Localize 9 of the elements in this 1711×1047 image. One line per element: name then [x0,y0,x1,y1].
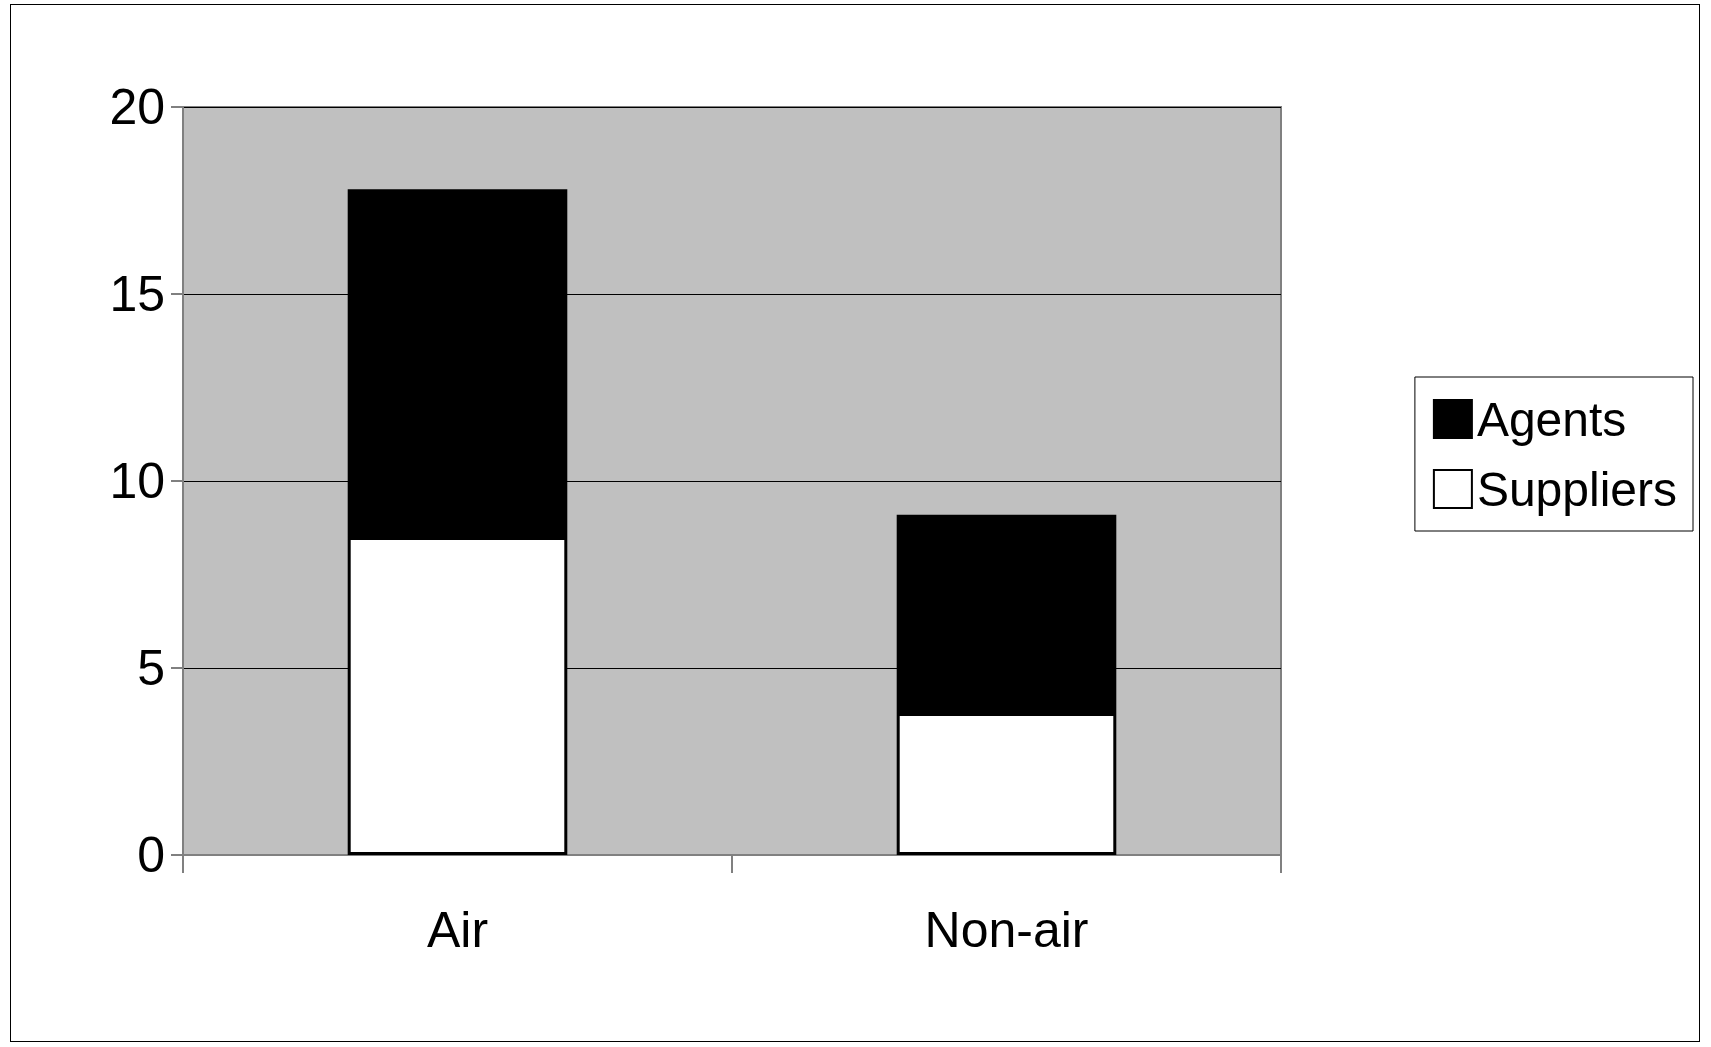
y-tick-label: 20 [109,79,165,135]
x-tick-label: Air [426,902,489,958]
y-tick-label: 15 [109,266,165,322]
legend-label: Suppliers [1476,462,1677,516]
y-tick-label: 10 [109,453,165,509]
y-tick-label: 0 [137,827,165,883]
y-tick-label: 5 [137,640,165,696]
x-tick-label: Non-air [924,902,1089,958]
legend-label: Agents [1476,392,1627,446]
